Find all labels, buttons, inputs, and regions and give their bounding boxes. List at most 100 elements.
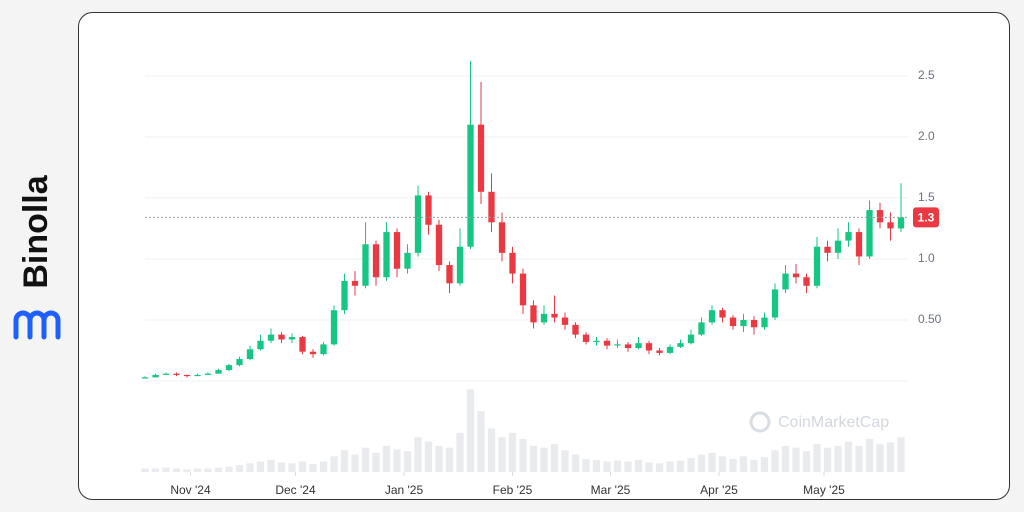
- volume-bar: [204, 468, 212, 472]
- volume-bar: [655, 463, 664, 472]
- plot: 0.50 1.0 1.5 2.0 2.5 Nov '24 Dec '24 Jan '25 Feb…: [141, 61, 942, 497]
- candle-body: [887, 222, 894, 229]
- volume-bar: [718, 456, 727, 472]
- volume-bar: [288, 463, 296, 472]
- candle-body: [645, 343, 653, 351]
- volume-bar: [424, 441, 433, 472]
- candle-body: [813, 246, 821, 286]
- candle-body: [551, 313, 558, 318]
- volume-bar: [739, 456, 748, 472]
- volume-bar: [750, 459, 758, 472]
- y-tick-label: 0.50: [918, 312, 942, 326]
- candle-body: [740, 319, 747, 327]
- candle-body: [708, 310, 716, 323]
- volume-bar: [781, 445, 790, 472]
- watermark-text: CoinMarketCap: [778, 414, 889, 431]
- candle-body: [215, 370, 222, 374]
- candle-body: [782, 273, 789, 290]
- volume-bar: [330, 456, 338, 472]
- candle-body: [750, 319, 758, 328]
- candle-body: [267, 334, 275, 341]
- volume-bar: [225, 466, 233, 472]
- candle-body: [677, 343, 684, 347]
- volume-bar: [298, 461, 307, 472]
- volume-bar: [414, 437, 422, 472]
- candle-body: [729, 317, 737, 327]
- volume-bar: [277, 462, 286, 472]
- volume-bar: [445, 447, 454, 472]
- volume-bar: [256, 461, 265, 472]
- candle-body: [477, 124, 485, 192]
- volume-bar: [162, 467, 170, 472]
- y-tick-label: 1.5: [918, 190, 935, 204]
- y-tick-label: 2.5: [918, 68, 935, 82]
- candle-body: [656, 350, 663, 353]
- candle-body: [299, 337, 306, 352]
- volume-bar: [267, 459, 275, 472]
- x-tick-label: Apr '25: [700, 483, 738, 497]
- volume-bar: [855, 445, 863, 472]
- volume-bar: [561, 450, 569, 472]
- candle-body: [246, 349, 254, 360]
- candle-body: [803, 277, 810, 286]
- volume-bar: [676, 460, 685, 472]
- candle-body: [488, 191, 495, 223]
- candle-body: [278, 334, 285, 340]
- candle-body: [456, 246, 464, 284]
- volume-bar: [834, 445, 842, 472]
- volume-bar: [151, 468, 160, 472]
- candle-body: [635, 343, 642, 349]
- volume-bar: [592, 459, 601, 472]
- y-tick-label: 1.0: [918, 251, 935, 265]
- volume-bar: [529, 445, 538, 472]
- candle-body: [152, 374, 159, 378]
- volume-bar: [235, 465, 244, 472]
- volume-bar: [403, 451, 412, 472]
- candle-body: [309, 351, 317, 355]
- candle-body: [582, 334, 590, 342]
- volume-bar: [823, 447, 832, 472]
- brand-logo: Binolla: [13, 174, 61, 340]
- candle-body: [719, 310, 726, 318]
- candle-body: [855, 232, 863, 257]
- chart-card: [78, 12, 1010, 500]
- volume-bar: [603, 461, 611, 472]
- volume-bar: [246, 463, 254, 472]
- volume-bar: [487, 428, 496, 472]
- candle-body: [467, 124, 474, 247]
- volume-bar: [214, 467, 223, 472]
- volume-bar: [540, 447, 548, 472]
- candle-body: [876, 210, 884, 223]
- volume-bar: [382, 445, 391, 472]
- volume-bar: [844, 441, 853, 472]
- volume-bar: [865, 438, 874, 472]
- candle-body: [824, 246, 831, 253]
- volume-bar: [319, 461, 328, 472]
- candle-body: [204, 373, 212, 375]
- candle-body: [845, 232, 852, 241]
- candle-body: [834, 240, 842, 253]
- candle-body: [362, 244, 369, 286]
- volume-bar: [466, 389, 475, 472]
- candle-body: [257, 340, 264, 350]
- candle-body: [572, 324, 579, 335]
- y-tick-label: 2.0: [918, 129, 935, 143]
- volume-bar: [172, 468, 181, 472]
- volume-bar: [435, 445, 443, 472]
- volume-bar: [309, 464, 317, 472]
- x-tick-label: May '25: [803, 483, 845, 497]
- candle-body: [687, 334, 695, 344]
- volume-bar: [645, 462, 653, 472]
- volume-bar: [340, 450, 349, 472]
- candle-body: [162, 373, 170, 375]
- candle-body: [383, 232, 390, 278]
- candle-body: [509, 252, 516, 274]
- candle-body: [404, 252, 411, 269]
- candle-body: [792, 273, 800, 278]
- volume-bar: [697, 454, 706, 472]
- volume-bar: [550, 444, 559, 472]
- candle-body: [351, 280, 359, 286]
- candle-body: [414, 195, 422, 253]
